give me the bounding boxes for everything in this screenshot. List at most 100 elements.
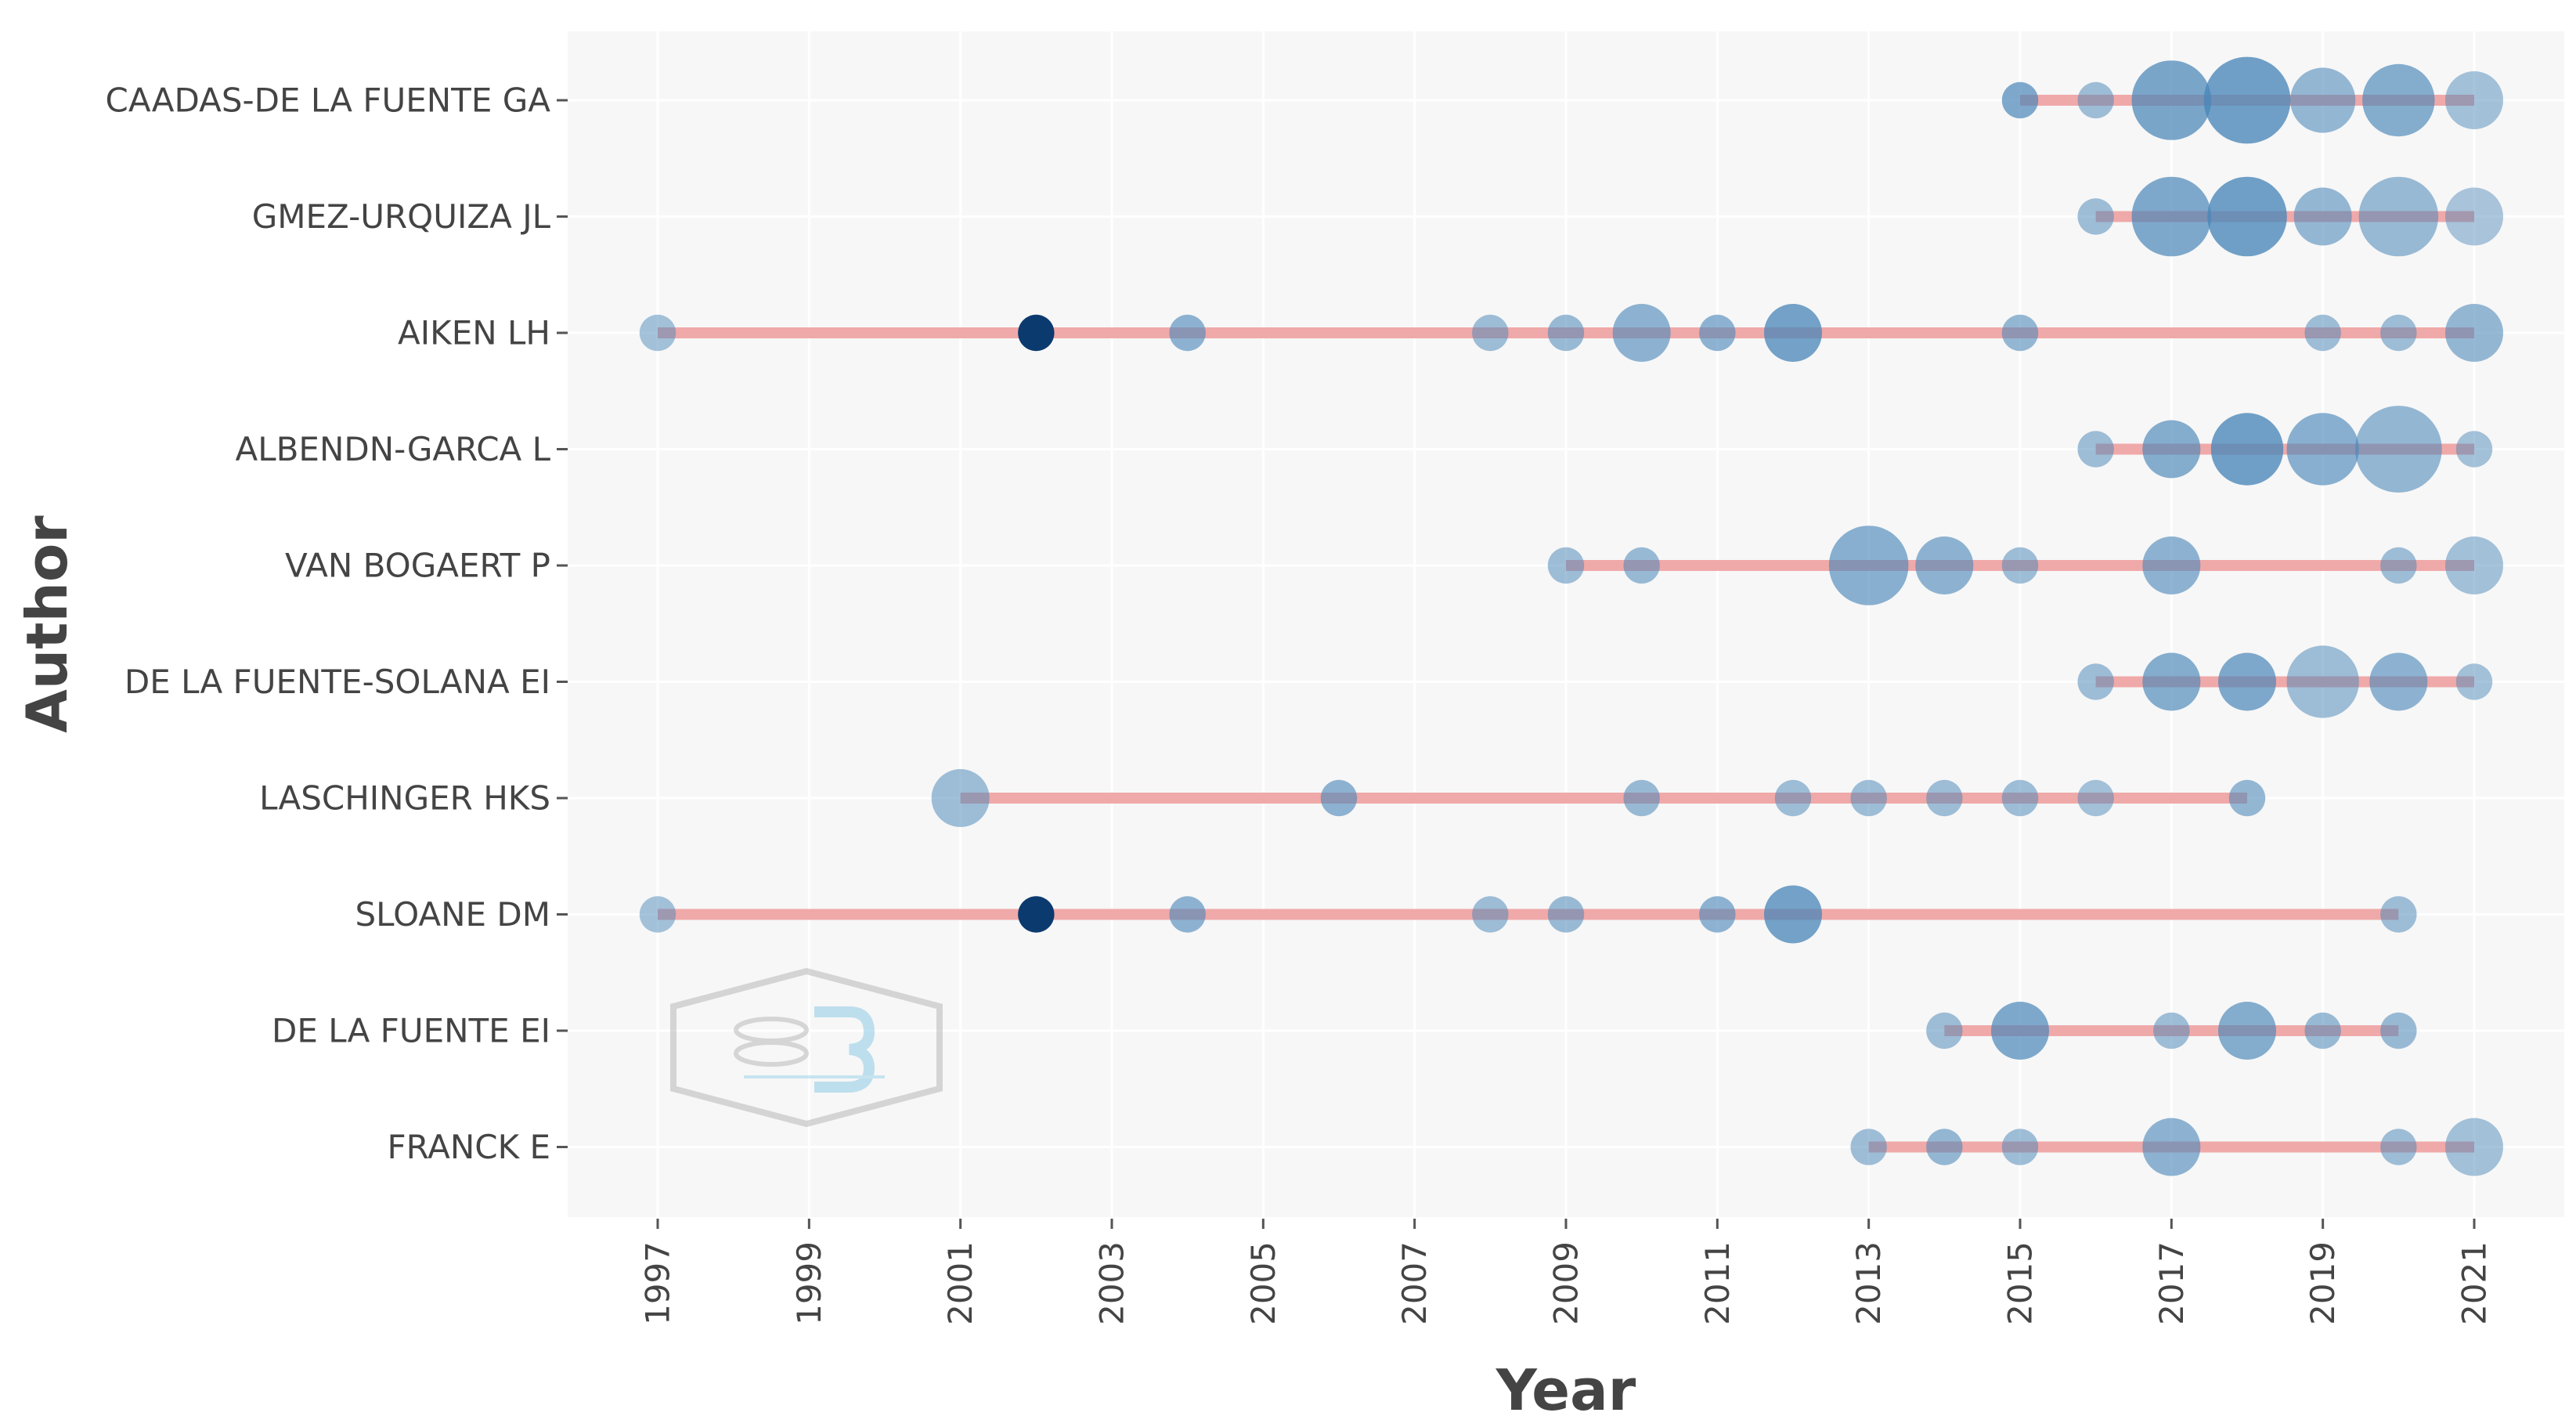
data-point <box>2001 314 2039 352</box>
y-tick-label: DE LA FUENTE EI <box>272 1012 550 1050</box>
x-tick-label: 2009 <box>1547 1241 1586 1325</box>
y-tick-label: GMEZ-URQUIZA JL <box>252 197 551 236</box>
y-tick-labels: CAADAS-DE LA FUENTE GA GMEZ-URQUIZA JL AIK… <box>106 81 568 1166</box>
x-tick-label: 1999 <box>790 1241 828 1325</box>
y-tick-label: ALBENDN-GARCA L <box>235 430 550 468</box>
data-point <box>1699 896 1736 933</box>
data-point <box>2445 71 2503 129</box>
data-point <box>2218 1002 2276 1060</box>
data-point <box>2455 663 2493 700</box>
data-point <box>2380 314 2417 352</box>
data-point <box>2290 67 2356 133</box>
data-point <box>1850 779 1887 817</box>
data-point <box>1612 304 1671 362</box>
data-point <box>2001 1129 2039 1165</box>
y-tick-label: SLOANE DM <box>355 895 551 934</box>
data-point <box>2142 420 2201 479</box>
data-point <box>2304 1012 2341 1049</box>
data-point <box>2445 187 2503 246</box>
x-tick-label: 2007 <box>1395 1241 1434 1325</box>
data-point <box>1991 1002 2049 1060</box>
data-point <box>2001 547 2039 584</box>
data-point <box>1774 779 1812 817</box>
y-axis-title: Author <box>14 515 80 733</box>
data-point <box>639 896 676 933</box>
y-tick-label: DE LA FUENTE-SOLANA EI <box>124 663 550 701</box>
data-point <box>1472 896 1509 933</box>
data-point <box>2218 652 2276 711</box>
data-point <box>2077 431 2114 468</box>
y-tick-label: AIKEN LH <box>398 314 550 352</box>
data-point <box>2210 413 2284 486</box>
data-point <box>931 769 990 827</box>
data-point <box>2304 314 2341 352</box>
data-point <box>1926 779 1963 817</box>
data-point <box>1764 304 1822 362</box>
data-point <box>1018 314 1055 352</box>
data-point <box>1828 526 1909 605</box>
data-point <box>1623 779 1660 817</box>
data-point <box>1623 547 1660 584</box>
data-point <box>2142 1118 2201 1176</box>
data-point <box>2286 645 2359 718</box>
data-point <box>2001 81 2039 119</box>
x-tick-label: 2011 <box>1698 1241 1737 1325</box>
data-point <box>2077 779 2114 817</box>
data-point <box>2354 406 2442 493</box>
data-point <box>2445 536 2503 594</box>
data-point <box>2142 536 2201 594</box>
x-tick-label: 2021 <box>2455 1241 2494 1325</box>
data-point <box>1547 896 1585 933</box>
data-point <box>2077 663 2114 700</box>
x-axis-title: Year <box>1495 1357 1636 1423</box>
data-point <box>2207 176 2287 257</box>
data-point <box>2455 431 2493 468</box>
data-point <box>1926 1129 1963 1165</box>
data-points <box>639 56 2503 1176</box>
data-point <box>2380 896 2417 933</box>
x-tick-label: 2001 <box>941 1241 980 1325</box>
data-point <box>1472 314 1509 352</box>
data-point <box>1699 314 1736 352</box>
data-point <box>639 314 676 352</box>
data-point <box>2380 1129 2417 1165</box>
x-tick-label: 1997 <box>639 1241 677 1325</box>
data-point <box>1320 779 1358 817</box>
data-point <box>1169 896 1206 933</box>
bibliometrix-logo <box>670 967 943 1128</box>
x-tick-label: 2017 <box>2152 1241 2191 1325</box>
y-tick-label: FRANCK E <box>387 1128 550 1166</box>
data-point <box>2380 547 2417 584</box>
data-point <box>2077 198 2114 235</box>
data-point <box>2131 176 2212 257</box>
data-point <box>1764 885 1822 944</box>
data-point <box>2153 1012 2190 1049</box>
data-point <box>1547 314 1585 352</box>
data-point <box>2142 652 2201 711</box>
data-point <box>2380 1012 2417 1049</box>
data-point <box>1547 547 1585 584</box>
x-tick-label: 2019 <box>2304 1241 2342 1325</box>
data-point <box>2445 1118 2503 1176</box>
data-point <box>2228 779 2266 817</box>
data-point <box>1018 896 1055 933</box>
data-point <box>2362 63 2435 137</box>
data-point <box>2358 176 2439 257</box>
data-point <box>2077 81 2114 119</box>
y-tick-label: CAADAS-DE LA FUENTE GA <box>106 81 551 120</box>
data-point <box>2001 779 2039 817</box>
x-tick-label: 2015 <box>2001 1241 2040 1325</box>
data-point <box>2286 413 2359 486</box>
data-point <box>2445 304 2503 362</box>
x-tick-label: 2013 <box>1849 1241 1888 1325</box>
data-point <box>2203 56 2291 144</box>
data-point <box>2131 60 2212 140</box>
data-point <box>1169 314 1206 352</box>
data-point <box>1850 1129 1887 1165</box>
x-tick-labels: 1997 1999 2001 2003 2005 2007 2009 2011 2013 2015… <box>568 1217 2564 1325</box>
y-tick-label: LASCHINGER HKS <box>259 779 550 818</box>
data-point <box>1926 1012 1963 1049</box>
data-point <box>2369 652 2428 711</box>
data-point <box>1915 536 1974 594</box>
